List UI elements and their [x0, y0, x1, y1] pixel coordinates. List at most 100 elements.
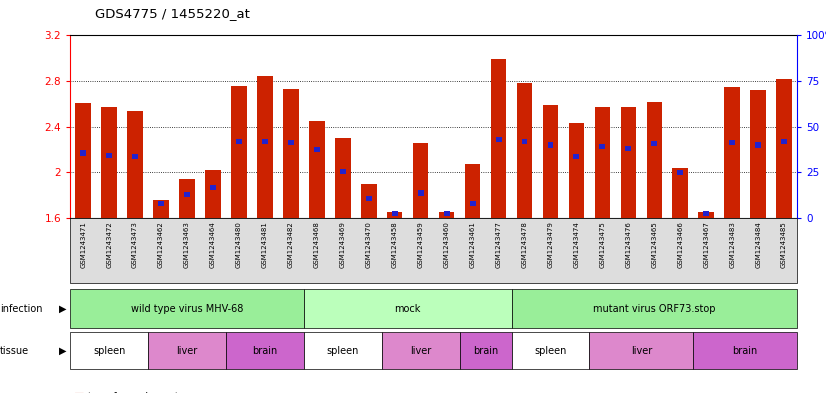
Text: GSM1243467: GSM1243467	[703, 221, 710, 268]
Text: GSM1243477: GSM1243477	[496, 221, 501, 268]
Bar	[309, 121, 325, 218]
Text: GSM1243478: GSM1243478	[521, 221, 528, 268]
Text: GDS4775 / 1455220_at: GDS4775 / 1455220_at	[95, 7, 250, 20]
Bar	[179, 179, 195, 218]
Bar	[548, 142, 553, 148]
Text: GSM1243465: GSM1243465	[652, 221, 657, 268]
Text: GSM1243459: GSM1243459	[418, 221, 424, 268]
Text: ■: ■	[74, 392, 85, 393]
Bar	[729, 140, 735, 145]
Bar	[750, 90, 766, 218]
Bar	[283, 89, 299, 218]
Text: GSM1243476: GSM1243476	[625, 221, 631, 268]
Text: brain: brain	[252, 346, 278, 356]
Text: infection: infection	[0, 303, 42, 314]
Bar	[314, 147, 320, 152]
Text: spleen: spleen	[93, 346, 126, 356]
Bar	[755, 142, 761, 148]
Bar	[543, 105, 558, 218]
Text: GSM1243472: GSM1243472	[107, 221, 112, 268]
Bar	[595, 107, 610, 218]
Bar	[647, 102, 662, 218]
Text: liver: liver	[177, 346, 197, 356]
Text: GSM1243483: GSM1243483	[729, 221, 735, 268]
Bar	[776, 79, 792, 218]
Text: GSM1243484: GSM1243484	[755, 221, 761, 268]
Text: transformed count: transformed count	[88, 392, 179, 393]
Bar	[387, 212, 402, 218]
Bar	[75, 103, 91, 218]
Bar	[257, 77, 273, 218]
Bar	[573, 154, 579, 159]
Text: ▶: ▶	[59, 303, 66, 314]
Bar	[339, 169, 346, 174]
Bar	[496, 137, 501, 142]
Bar	[102, 107, 117, 218]
Text: brain: brain	[473, 346, 498, 356]
Bar	[210, 185, 216, 190]
Text: spleen: spleen	[326, 346, 359, 356]
Bar	[418, 191, 424, 196]
Text: wild type virus MHV-68: wild type virus MHV-68	[131, 303, 243, 314]
Bar	[724, 87, 740, 218]
Bar	[625, 146, 631, 151]
Text: ▶: ▶	[59, 346, 66, 356]
Text: liver: liver	[631, 346, 652, 356]
Bar	[652, 141, 657, 147]
Bar	[366, 196, 372, 201]
Text: GSM1243479: GSM1243479	[548, 221, 553, 268]
Bar	[444, 211, 449, 216]
Text: GSM1243482: GSM1243482	[288, 221, 294, 268]
Text: brain: brain	[733, 346, 757, 356]
Bar	[600, 143, 605, 149]
Bar	[517, 83, 532, 218]
Text: GSM1243460: GSM1243460	[444, 221, 449, 268]
Text: GSM1243475: GSM1243475	[600, 221, 605, 268]
Bar	[107, 153, 112, 158]
Text: GSM1243462: GSM1243462	[158, 221, 164, 268]
Text: GSM1243469: GSM1243469	[339, 221, 346, 268]
Text: GSM1243463: GSM1243463	[184, 221, 190, 268]
Bar	[184, 191, 190, 197]
Text: GSM1243466: GSM1243466	[677, 221, 683, 268]
Bar	[465, 164, 481, 218]
Text: GSM1243473: GSM1243473	[132, 221, 138, 268]
Bar	[470, 201, 476, 206]
Bar	[231, 86, 247, 218]
Text: GSM1243464: GSM1243464	[210, 221, 216, 268]
Bar	[236, 139, 242, 144]
Bar	[491, 59, 506, 218]
Bar	[262, 139, 268, 144]
Bar	[361, 184, 377, 218]
Bar	[288, 140, 294, 145]
Bar	[80, 151, 86, 156]
Bar	[703, 211, 710, 216]
Bar	[672, 168, 688, 218]
Bar	[620, 107, 636, 218]
Text: GSM1243470: GSM1243470	[366, 221, 372, 268]
Text: GSM1243458: GSM1243458	[392, 221, 397, 268]
Bar	[132, 154, 138, 159]
Text: spleen: spleen	[534, 346, 567, 356]
Text: GSM1243481: GSM1243481	[262, 221, 268, 268]
Text: GSM1243480: GSM1243480	[236, 221, 242, 268]
Text: mock: mock	[395, 303, 421, 314]
Text: mutant virus ORF73.stop: mutant virus ORF73.stop	[593, 303, 715, 314]
Text: tissue: tissue	[0, 346, 29, 356]
Bar	[521, 139, 528, 144]
Bar	[781, 139, 787, 144]
Bar	[127, 111, 143, 218]
Bar	[335, 138, 350, 218]
Text: GSM1243485: GSM1243485	[781, 221, 787, 268]
Text: GSM1243474: GSM1243474	[573, 221, 579, 268]
Bar	[154, 200, 169, 218]
Bar	[413, 143, 429, 218]
Bar	[568, 123, 584, 218]
Bar	[392, 211, 397, 216]
Bar	[439, 212, 454, 218]
Bar	[699, 212, 714, 218]
Text: GSM1243468: GSM1243468	[314, 221, 320, 268]
Text: GSM1243461: GSM1243461	[470, 221, 476, 268]
Bar	[205, 170, 221, 218]
Text: GSM1243471: GSM1243471	[80, 221, 86, 268]
